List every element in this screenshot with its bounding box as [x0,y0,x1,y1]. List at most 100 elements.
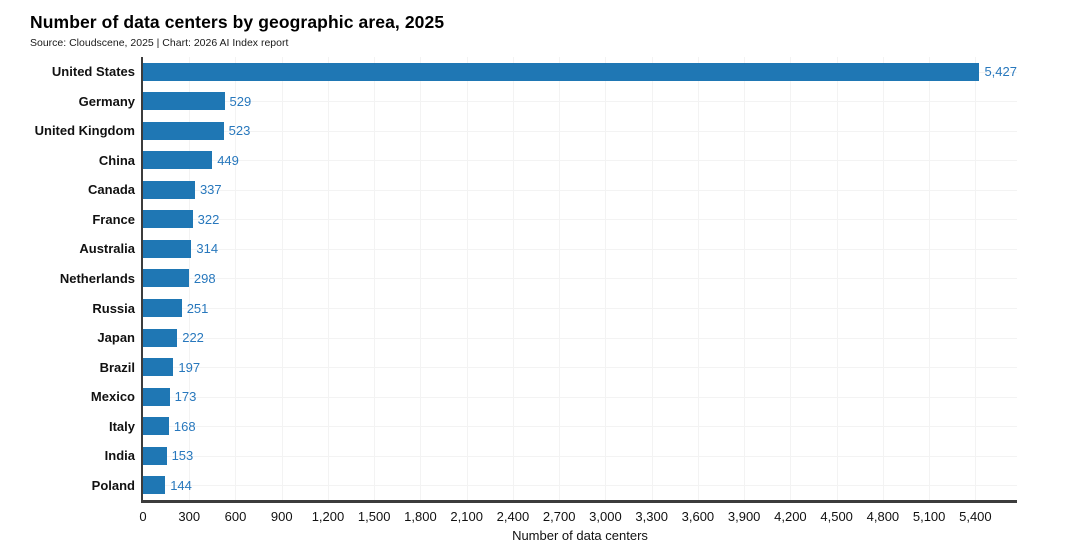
bar [143,210,193,229]
y-axis-category-labels: United States Germany United Kingdom China C… [0,57,135,500]
bar [143,121,224,140]
x-tick-label: 4,500 [820,509,853,524]
bar-row: 529 [143,87,1017,117]
bar-rows: 5,427 529 523 449 337 322 314 298 251 222 197 173 16… [143,57,1017,500]
x-tick-label: 2,400 [496,509,530,524]
category-label: United States [51,64,135,80]
bar [143,239,192,258]
bar-row: 153 [143,441,1017,471]
bar-row: 449 [143,146,1017,176]
x-tick-label: 2,700 [542,509,576,524]
bar [143,62,980,81]
bar-row: 5,427 [143,57,1017,87]
x-tick-label: 900 [270,509,293,524]
bar [143,269,189,288]
category-label: Australia [79,241,135,257]
chart-subtitle: Source: Cloudscene, 2025 | Chart: 2026 A… [30,37,289,49]
gridline-horizontal [143,337,1017,339]
x-tick-label: 3,900 [727,509,761,524]
value-label: 222 [182,330,204,346]
value-label: 523 [228,123,251,139]
bar [143,328,178,347]
chart-title: Number of data centers by geographic are… [30,12,445,32]
x-tick-label: 4,800 [866,509,900,524]
value-label: 314 [196,241,219,257]
bar [143,476,166,495]
bar-row: 222 [143,323,1017,353]
gridline-horizontal [143,160,1017,162]
x-axis-title: Number of data centers [512,528,648,543]
x-tick-label: 5,100 [912,509,946,524]
x-tick-label: 1,500 [357,509,391,524]
category-label: China [98,152,135,168]
bar [143,417,169,436]
bar [143,180,195,199]
bar-row: 197 [143,352,1017,382]
plot-area: 5,427 529 523 449 337 322 314 298 251 222 197 173 16… [141,57,1017,503]
x-axis-tick-labels: 0 300 600 900 1,200 1,500 1,800 2,100 2,400 2,700… [139,509,1017,525]
bar-row: 298 [143,264,1017,294]
value-label: 197 [178,359,201,375]
bar [143,387,170,406]
bar [143,299,182,318]
value-label: 449 [217,152,239,168]
x-tick-label: 600 [224,509,247,524]
category-label: Italy [108,418,135,434]
x-tick-label: 5,400 [959,509,992,524]
category-label: Germany [78,93,135,109]
bar [143,92,225,111]
category-label: Canada [88,182,135,198]
x-tick-label: 3,600 [681,509,715,524]
gridline-horizontal [143,101,1017,103]
gridline-horizontal [143,426,1017,428]
gridline-horizontal [143,367,1017,369]
x-tick-label: 1,200 [311,509,345,524]
value-label: 153 [171,448,194,464]
gridline-horizontal [143,455,1017,457]
x-tick-label: 2,100 [450,509,483,524]
gridline-horizontal [143,396,1017,398]
bar-row: 173 [143,382,1017,412]
category-label: Brazil [99,359,135,375]
value-label: 337 [199,182,222,198]
x-tick-label: 0 [139,509,147,524]
category-label: Japan [97,330,135,346]
category-label: Netherlands [59,270,135,286]
gridline-horizontal [143,308,1017,310]
x-tick-label: 3,000 [589,509,622,524]
value-label: 298 [193,270,216,286]
bar-row: 144 [143,470,1017,500]
gridline-horizontal [143,485,1017,487]
category-label: United Kingdom [34,123,135,139]
value-label: 173 [174,389,197,405]
bar-row: 168 [143,411,1017,441]
bar-row: 322 [143,205,1017,235]
category-label: Russia [92,300,135,316]
category-label: France [92,211,135,227]
bar-row: 251 [143,293,1017,323]
x-tick-label: 300 [178,509,201,524]
gridline-horizontal [143,248,1017,250]
bar-row: 523 [143,116,1017,146]
value-label: 144 [170,477,192,493]
bar-row: 314 [143,234,1017,264]
gridline-horizontal [143,130,1017,132]
category-label: Poland [91,477,135,493]
category-label: Mexico [90,389,135,405]
value-label: 251 [186,300,209,316]
gridline-horizontal [143,189,1017,191]
bar [143,446,167,465]
value-label: 529 [229,93,252,109]
bar-row: 337 [143,175,1017,205]
x-tick-label: 3,300 [635,509,668,524]
value-label: 322 [197,211,220,227]
gridline-horizontal [143,219,1017,221]
value-label: 168 [173,418,196,434]
bar [143,151,213,170]
value-label: 5,427 [984,64,1017,80]
x-tick-label: 1,800 [404,509,437,524]
x-tick-label: 4,200 [774,509,807,524]
bar [143,358,174,377]
gridline-horizontal [143,278,1017,280]
